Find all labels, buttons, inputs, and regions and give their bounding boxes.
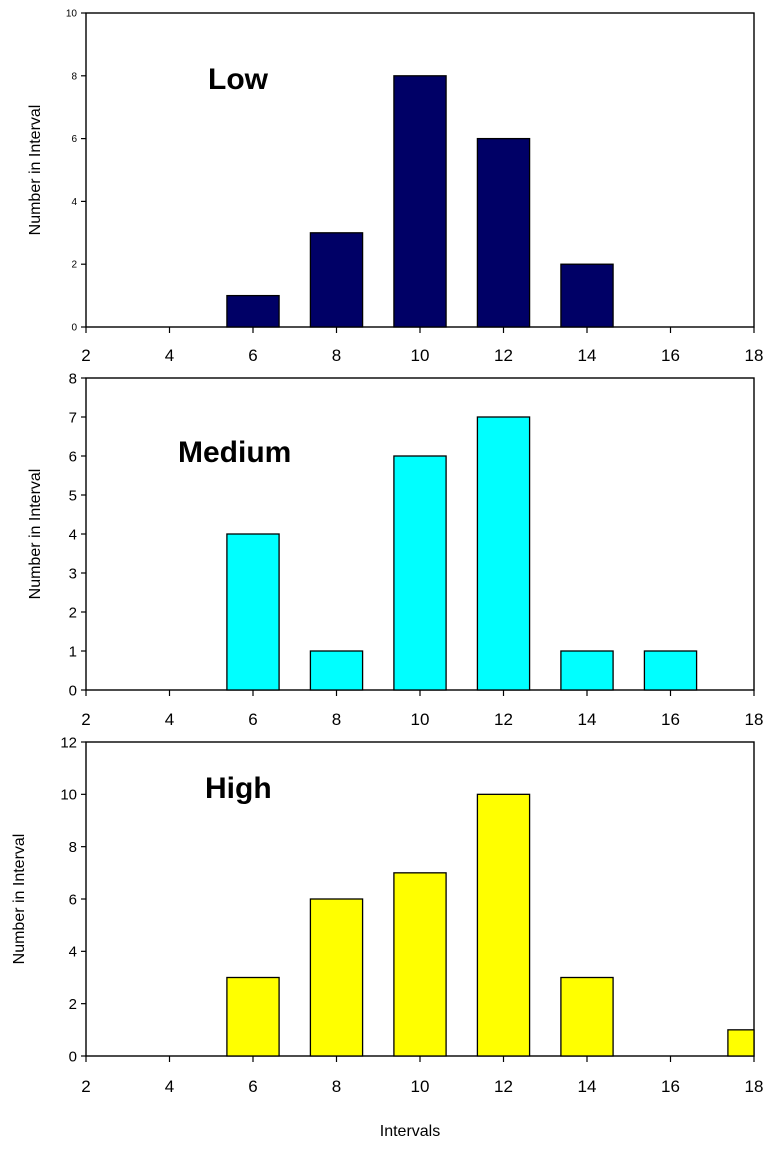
bar-8: [309, 650, 364, 691]
x-tick-label: 18: [745, 1077, 764, 1096]
x-tick-label: 4: [165, 1077, 174, 1096]
y-tick-label: 3: [69, 565, 77, 582]
x-tick-label: 2: [81, 710, 90, 729]
y-tick-label: 0: [69, 682, 77, 699]
x-tick-label: 4: [165, 346, 174, 365]
x-tick-label: 6: [248, 346, 257, 365]
bar-14: [560, 650, 614, 691]
y-tick-label: 2: [71, 260, 77, 271]
bar-8: [309, 898, 364, 1057]
x-tick-label: 8: [332, 1077, 341, 1096]
x-tick-label: 2: [81, 346, 90, 365]
y-tick-label: 4: [69, 944, 77, 961]
x-tick-label: 12: [494, 1077, 513, 1096]
y-tick-label: 10: [60, 787, 77, 804]
y-tick-label: 0: [71, 323, 77, 334]
y-tick-label: 6: [69, 448, 77, 465]
x-tick-label: 10: [411, 710, 430, 729]
y-axis-title: Number in Interval: [27, 469, 44, 600]
panel-title: High: [205, 772, 272, 805]
x-tick-label: 12: [494, 710, 513, 729]
bar-10: [393, 455, 447, 691]
y-tick-label: 10: [66, 9, 78, 20]
x-tick-label: 14: [578, 1077, 597, 1096]
bar-12: [476, 416, 531, 691]
x-tick-label: 8: [332, 710, 341, 729]
y-tick-label: 8: [69, 370, 77, 387]
x-tick-label: 4: [165, 710, 174, 729]
y-tick-label: 6: [71, 134, 77, 145]
x-tick-label: 14: [578, 346, 597, 365]
bar-16: [643, 650, 698, 691]
bar-10: [393, 872, 447, 1057]
x-tick-label: 6: [248, 1077, 257, 1096]
bar-6: [226, 533, 280, 691]
x-axis-title: Intervals: [380, 1123, 440, 1140]
y-tick-label: 0: [69, 1048, 77, 1065]
x-tick-label: 16: [661, 346, 680, 365]
x-tick-label: 16: [661, 710, 680, 729]
bar-6: [226, 976, 280, 1057]
y-tick-label: 8: [69, 839, 77, 856]
y-tick-label: 6: [69, 891, 77, 908]
x-tick-label: 10: [411, 346, 430, 365]
bar-12: [476, 137, 531, 328]
x-tick-label: 6: [248, 710, 257, 729]
y-tick-label: 12: [60, 734, 77, 751]
y-tick-label: 8: [71, 71, 77, 82]
y-tick-label: 4: [71, 197, 77, 208]
bar-12: [476, 793, 531, 1057]
x-tick-label: 18: [745, 346, 764, 365]
y-tick-label: 4: [69, 526, 77, 543]
y-tick-label: 2: [69, 604, 77, 621]
chart-panel-low: 0 2 4 6 8 10 2 4 6 8 10 12 14 16 18 Number in Interval L…: [27, 9, 763, 366]
panel-title: Low: [208, 63, 269, 96]
y-tick-label: 2: [69, 996, 77, 1013]
x-tick-label: 12: [494, 346, 513, 365]
panel-title: Medium: [178, 436, 291, 469]
y-tick-label: 7: [69, 409, 77, 426]
x-tick-label: 10: [411, 1077, 430, 1096]
y-tick-label: 5: [69, 487, 77, 504]
x-tick-label: 16: [661, 1077, 680, 1096]
x-tick-label: 8: [332, 346, 341, 365]
bar-14: [560, 976, 614, 1057]
x-tick-label: 2: [81, 1077, 90, 1096]
bar-8: [309, 232, 364, 328]
y-axis-title: Number in Interval: [11, 834, 28, 965]
bar-18: [727, 1029, 755, 1057]
y-axis-title: Number in Interval: [27, 105, 44, 236]
x-tick-label: 18: [745, 710, 764, 729]
bar-10: [393, 75, 447, 328]
y-tick-label: 1: [69, 643, 77, 660]
x-tick-label: 14: [578, 710, 597, 729]
bar-14: [560, 263, 614, 328]
bar-6: [226, 294, 280, 328]
